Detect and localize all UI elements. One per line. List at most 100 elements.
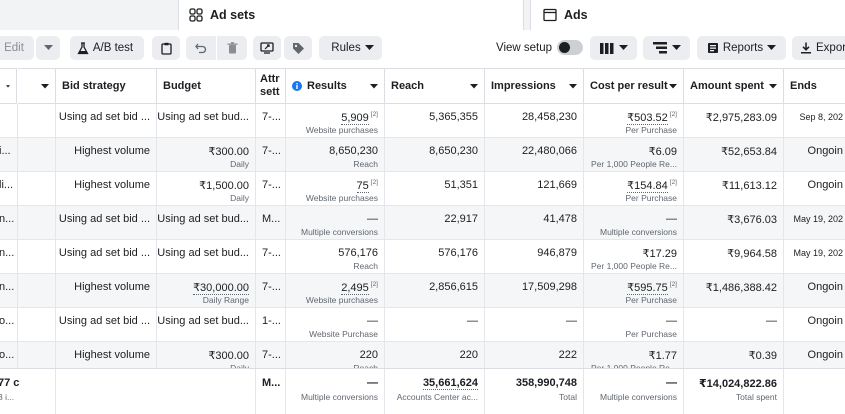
column-header-results[interactable]: Results [286,68,385,104]
results-subtext: Reach [353,159,378,169]
name-text: li... [0,179,14,191]
export-button[interactable]: Expor [792,36,845,60]
duplicate-button[interactable] [152,36,180,60]
tag-icon [292,42,304,54]
column-header-amount-spent[interactable]: Amount spent [684,68,784,104]
cell-budget[interactable]: Using ad set bud... [157,104,256,138]
cell-name[interactable]: n... [0,206,18,240]
cpr-text: ₹1.77 [648,350,677,362]
table-row[interactable]: n... Highest volume ₹30,000.00 Daily Range 7… [0,274,845,308]
cell-delivery [18,138,56,172]
cell-impressions: 17,509,298 [485,274,584,308]
ab-test-button[interactable]: A/B test [70,36,144,60]
cell-cpr: — Per Purchase [584,308,684,342]
budget-value: ₹300.00 [208,349,249,362]
bid-text: Highest volume [74,145,150,157]
spent-text: ₹11,613.12 [721,180,777,192]
cell-impressions: 946,879 [485,240,584,274]
cell-bid[interactable]: Highest volume [56,342,157,368]
rules-button[interactable]: Rules [319,36,382,60]
attr-value: 7-... [262,281,281,293]
column-header-delivery[interactable] [18,68,56,104]
cell-bid[interactable]: Highest volume [56,274,157,308]
results-footnote: [2] [370,179,378,186]
cell-budget[interactable]: Using ad set bud... [157,206,256,240]
ends-text: Ongoin [807,349,843,361]
cell-name[interactable]: n... [0,274,18,308]
bid-value: Using ad set bid ... [59,213,150,225]
column-header-impressions[interactable]: Impressions [485,68,584,104]
edit-button[interactable]: Edit [0,36,34,60]
results-text: 2,495 [341,281,369,295]
cell-results: — Multiple conversions [286,206,385,240]
columns-button[interactable] [590,36,637,60]
cell-cpr: ₹6.09 Per 1,000 People Re... [584,138,684,172]
results-subtext: Reach [353,261,378,271]
table-row[interactable]: o... Using ad set bid ... Using ad set bud… [0,308,845,342]
tab-ads-label: Ads [564,8,588,22]
cell-budget[interactable]: ₹1,500.00 Daily [157,172,256,206]
cell-bid[interactable]: Highest volume [56,172,157,206]
tab-ad-sets[interactable]: Ad sets [178,0,524,30]
table-row[interactable]: n... Using ad set bid ... Using ad set bud… [0,240,845,274]
cell-name[interactable] [0,104,18,138]
tag-button[interactable] [284,36,312,60]
delete-button[interactable] [217,36,247,60]
cell-budget[interactable]: ₹300.00 Daily [157,342,256,368]
cell-bid[interactable]: Using ad set bid ... [56,206,157,240]
column-header-bid-strategy[interactable]: Bid strategy [56,68,157,104]
budget-text: Using ad set bud... [157,315,249,327]
table-row[interactable]: li... Highest volume ₹1,500.00 Daily 7-... 75… [0,172,845,206]
budget-value: ₹1,500.00 [199,179,249,192]
cpr-value: ₹595.75 [2] [627,281,677,295]
reports-button[interactable]: Reports [697,36,786,60]
results-value: 8,650,230 [329,145,378,157]
cell-budget[interactable]: ₹300.00 Daily [157,138,256,172]
cell-name[interactable]: i... [0,138,18,172]
cell-budget[interactable]: Using ad set bud... [157,240,256,274]
column-header-reach[interactable]: Reach [385,68,485,104]
grid-icon [189,8,203,22]
caret-down-icon [470,83,478,88]
undo-button[interactable] [186,36,216,60]
reach-text: 8,650,230 [429,145,478,157]
cell-name[interactable]: o... [0,342,18,368]
table-row[interactable]: o... Highest volume ₹300.00 Daily 7-... 220 Re… [0,342,845,368]
bid-value: Highest volume [74,145,150,157]
cell-results: 576,176 Reach [286,240,385,274]
tab-ads[interactable]: Ads [530,0,845,30]
cell-budget[interactable]: Using ad set bud... [157,308,256,342]
name-value: i... [0,145,11,157]
budget-text: Using ad set bud... [157,111,249,123]
preview-button[interactable] [253,36,281,60]
bid-text: Highest volume [74,281,150,293]
impressions-text: 22,480,066 [521,145,577,157]
cell-name[interactable]: o... [0,308,18,342]
table-row[interactable]: n... Using ad set bid ... Using ad set bud… [0,206,845,240]
breakdown-button[interactable] [643,36,690,60]
cell-budget[interactable]: ₹30,000.00 Daily Range [157,274,256,308]
column-header-attribution[interactable]: Attr sett [256,68,286,104]
cpr-footnote: [2] [669,111,677,119]
table-row[interactable]: i... Highest volume ₹300.00 Daily 7-... 8,650… [0,138,845,172]
cell-bid[interactable]: Highest volume [56,138,157,172]
cell-bid[interactable]: Using ad set bid ... [56,308,157,342]
spent-value: ₹3,676.03 [727,213,777,226]
column-header-name[interactable] [0,68,17,104]
reach-text: 51,351 [444,179,478,191]
column-header-budget[interactable]: Budget [157,68,256,104]
view-setup-toggle[interactable] [557,40,583,55]
edit-dropdown-button[interactable] [36,36,60,60]
column-header-cost-per-result[interactable]: Cost per result [584,68,684,104]
cell-name[interactable]: n... [0,240,18,274]
cell-impressions: 22,480,066 [485,138,584,172]
reach-value: 51,351 [444,179,478,191]
results-subtext: Website purchases [305,295,378,305]
column-header-ends[interactable]: Ends [784,68,845,104]
totals-results-sub: Multiple conversions [300,392,378,402]
cell-name[interactable]: li... [0,172,18,206]
cell-bid[interactable]: Using ad set bid ... [56,104,157,138]
cell-bid[interactable]: Using ad set bid ... [56,240,157,274]
results-text: 5,909 [341,111,369,125]
table-row[interactable]: Using ad set bid ... Using ad set bud... 7… [0,104,845,138]
